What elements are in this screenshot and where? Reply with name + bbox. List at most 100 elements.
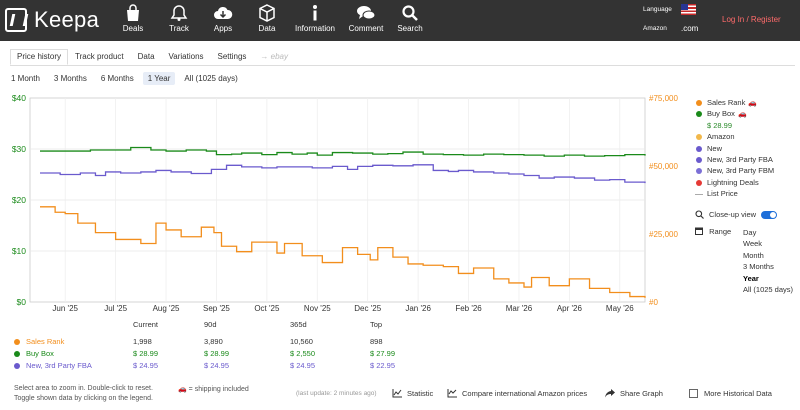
compare-icon bbox=[447, 389, 457, 398]
product-tabs: Price history Track product Data Variati… bbox=[10, 49, 295, 65]
last-update: (last update: 2 minutes ago) bbox=[296, 390, 377, 397]
shipping-car-icon: 🚗 bbox=[737, 111, 747, 119]
tab-variations[interactable]: Variations bbox=[168, 52, 204, 61]
chart-legend: Sales Rank 🚗 Buy Box 🚗 $ 28.99 Amazon New … bbox=[695, 98, 774, 201]
calendar-icon bbox=[695, 227, 703, 235]
y-tick-label: $30 bbox=[12, 144, 26, 154]
legend-new-3p-fba[interactable]: New, 3rd Party FBA bbox=[695, 155, 774, 166]
tab-data[interactable]: Data bbox=[137, 52, 155, 61]
closeup-label: Close-up view bbox=[709, 210, 757, 219]
tab-price-history[interactable]: Price history bbox=[10, 49, 69, 65]
range-option-year[interactable]: Year bbox=[743, 273, 759, 283]
share-graph-button[interactable]: Share Graph bbox=[605, 389, 663, 398]
legend-new[interactable]: New bbox=[695, 144, 774, 155]
row-dot bbox=[14, 351, 20, 357]
series-buy-box bbox=[40, 146, 646, 157]
stats-row-buy-box: Buy Box $ 28.99 $ 28.99 $ 2,550 $ 27.99 bbox=[0, 348, 400, 360]
range-option-month[interactable]: Month bbox=[743, 250, 764, 260]
magnifier-icon bbox=[695, 210, 704, 219]
legend-amazon-dot bbox=[696, 134, 702, 141]
nav-apps[interactable]: Apps bbox=[201, 4, 245, 33]
shipping-car-icon: 🚗 bbox=[178, 386, 187, 393]
legend-sales-rank[interactable]: Sales Rank 🚗 bbox=[695, 98, 774, 109]
tab-ebay[interactable]: → ebay bbox=[260, 52, 288, 61]
nav-data[interactable]: Data bbox=[245, 4, 289, 33]
legend-lightning-deals-dot bbox=[696, 179, 702, 186]
y-tick-label: $20 bbox=[12, 195, 26, 205]
y2-tick-label: #0 bbox=[649, 298, 658, 307]
legend-buy-box-dot bbox=[696, 111, 702, 118]
more-historical-data[interactable]: More Historical Data bbox=[689, 389, 772, 398]
login-register-link[interactable]: Log In / Register bbox=[722, 15, 781, 24]
legend-new-3p-fbm-dot bbox=[696, 168, 702, 175]
legend-buy-box[interactable]: Buy Box 🚗 bbox=[695, 109, 774, 120]
x-tick-label: Jan '26 bbox=[405, 304, 431, 313]
stats-header-365d: 365d bbox=[290, 320, 307, 329]
range-1-year[interactable]: 1 Year bbox=[142, 72, 176, 85]
y2-tick-label: #75,000 bbox=[649, 94, 678, 103]
nav-information[interactable]: Information bbox=[293, 4, 337, 33]
more-history-checkbox[interactable] bbox=[689, 389, 698, 398]
series-sales-rank bbox=[40, 206, 646, 298]
domain-selector[interactable]: .com bbox=[681, 24, 699, 33]
comment-icon bbox=[357, 6, 376, 20]
range-option-day[interactable]: Day bbox=[743, 228, 757, 237]
price-history-chart[interactable]: $0 $10 $20 $30 $40 #0 #25,000 #50,000 #75,000 Jun… bbox=[0, 88, 690, 316]
us-flag-icon[interactable] bbox=[681, 4, 696, 15]
row-dot bbox=[14, 339, 20, 345]
range-3-months[interactable]: 3 Months bbox=[53, 74, 87, 83]
statistic-icon bbox=[392, 389, 402, 398]
range-option-all[interactable]: All (1025 days) bbox=[743, 285, 794, 295]
x-tick-label: Dec '25 bbox=[354, 304, 381, 313]
legend-list-price-line bbox=[695, 193, 703, 195]
search-icon bbox=[402, 5, 418, 21]
series-new-3rd-party-fba bbox=[40, 164, 646, 184]
shipping-note: 🚗 = shipping included bbox=[178, 386, 249, 393]
info-icon bbox=[313, 5, 317, 21]
closeup-toggle[interactable] bbox=[761, 210, 778, 219]
stats-header-90d: 90d bbox=[204, 320, 217, 329]
stats-row-sales-rank: Sales Rank 1,998 3,890 10,560 898 bbox=[0, 336, 400, 348]
tab-divider bbox=[10, 65, 795, 66]
range-option-3-months[interactable]: 3 Months bbox=[743, 262, 774, 272]
y-tick-label: $40 bbox=[12, 93, 26, 103]
legend-new-3p-fbm[interactable]: New, 3rd Party FBM bbox=[695, 166, 774, 177]
closeup-view-control: Close-up view bbox=[695, 210, 778, 219]
x-tick-label: Sep '25 bbox=[203, 304, 230, 313]
range-1-month[interactable]: 1 Month bbox=[11, 74, 40, 83]
tab-settings[interactable]: Settings bbox=[217, 52, 247, 61]
keepa-logo[interactable]: Keepa bbox=[5, 6, 99, 34]
y-tick-label: $10 bbox=[12, 246, 26, 256]
x-tick-label: Mar '26 bbox=[506, 304, 533, 313]
range-option-week[interactable]: Week bbox=[743, 239, 763, 249]
tab-track-product[interactable]: Track product bbox=[75, 52, 124, 61]
y-tick-label: $0 bbox=[17, 297, 27, 307]
stats-row-new-3p-fba: New, 3rd Party FBA $ 24.95 $ 24.95 $ 24.… bbox=[0, 360, 400, 372]
nav-deals[interactable]: Deals bbox=[111, 4, 155, 33]
legend-buy-box-price: $ 28.99 bbox=[707, 120, 733, 130]
legend-lightning-deals[interactable]: Lightning Deals bbox=[695, 178, 774, 189]
legend-list-price[interactable]: List Price bbox=[695, 189, 774, 200]
y2-tick-label: #50,000 bbox=[649, 162, 678, 171]
share-icon bbox=[605, 389, 615, 398]
range-panel-label: Range bbox=[695, 227, 731, 236]
top-header: Keepa Deals Track Apps Data Information … bbox=[0, 0, 800, 41]
legend-amazon[interactable]: Amazon bbox=[695, 132, 774, 143]
compare-international-button[interactable]: Compare international Amazon prices bbox=[447, 389, 587, 398]
bell-icon bbox=[170, 5, 188, 21]
range-all[interactable]: All (1025 days) bbox=[184, 74, 238, 83]
chart-hints: Select area to zoom in. Double-click to … bbox=[14, 385, 153, 402]
x-tick-label: May '26 bbox=[606, 304, 634, 313]
x-tick-label: Feb '26 bbox=[455, 304, 482, 313]
language-label: Language bbox=[643, 6, 672, 13]
range-6-months[interactable]: 6 Months bbox=[100, 74, 134, 83]
nav-comment[interactable]: Comment bbox=[344, 4, 388, 33]
nav-track[interactable]: Track bbox=[157, 4, 201, 33]
stats-header-top: Top bbox=[370, 320, 383, 329]
nav-search[interactable]: Search bbox=[388, 4, 432, 33]
row-dot bbox=[14, 363, 20, 369]
x-tick-label: Jul '25 bbox=[104, 304, 127, 313]
x-tick-label: Nov '25 bbox=[304, 304, 331, 313]
statistic-button[interactable]: Statistic bbox=[392, 389, 433, 398]
range-panel-options: Day Week Month 3 Months Year All (1025 d… bbox=[743, 227, 793, 295]
